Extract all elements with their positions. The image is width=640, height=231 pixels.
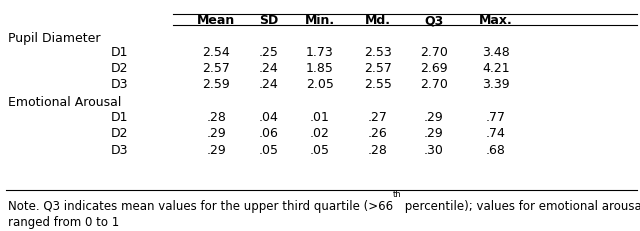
Text: .29: .29 (424, 127, 444, 140)
Text: .26: .26 (368, 127, 387, 140)
Text: .01: .01 (310, 111, 330, 124)
Text: D2: D2 (111, 62, 128, 75)
Text: .74: .74 (486, 127, 506, 140)
Text: 2.55: 2.55 (364, 78, 392, 91)
Text: Mean: Mean (197, 14, 236, 27)
Text: 2.54: 2.54 (202, 46, 230, 58)
Text: 2.70: 2.70 (420, 78, 448, 91)
Text: .29: .29 (207, 143, 226, 156)
Text: 2.05: 2.05 (306, 78, 334, 91)
Text: .77: .77 (486, 111, 506, 124)
Text: 2.69: 2.69 (420, 62, 448, 75)
Text: 2.57: 2.57 (202, 62, 230, 75)
Text: .25: .25 (259, 46, 279, 58)
Text: 4.21: 4.21 (482, 62, 510, 75)
Text: .30: .30 (424, 143, 444, 156)
Text: 1.73: 1.73 (306, 46, 334, 58)
Text: .04: .04 (259, 111, 279, 124)
Text: 2.57: 2.57 (364, 62, 392, 75)
Text: .05: .05 (310, 143, 330, 156)
Text: D3: D3 (111, 78, 128, 91)
Text: 3.39: 3.39 (482, 78, 510, 91)
Text: 1.85: 1.85 (306, 62, 334, 75)
Text: th: th (393, 189, 401, 198)
Text: .28: .28 (367, 143, 388, 156)
Text: Note. Q3 indicates mean values for the upper third quartile (>66: Note. Q3 indicates mean values for the u… (8, 199, 393, 212)
Text: Pupil Diameter: Pupil Diameter (8, 32, 100, 45)
Text: Min.: Min. (305, 14, 335, 27)
Text: .29: .29 (424, 111, 444, 124)
Text: Max.: Max. (479, 14, 513, 27)
Text: .27: .27 (367, 111, 388, 124)
Text: D1: D1 (111, 46, 128, 58)
Text: .68: .68 (486, 143, 506, 156)
Text: percentile); values for emotional arousal: percentile); values for emotional arousa… (401, 199, 640, 212)
Text: .24: .24 (259, 78, 278, 91)
Text: D3: D3 (111, 143, 128, 156)
Text: .05: .05 (259, 143, 279, 156)
Text: Emotional Arousal: Emotional Arousal (8, 95, 121, 108)
Text: 2.70: 2.70 (420, 46, 448, 58)
Text: Q3: Q3 (424, 14, 444, 27)
Text: SD: SD (259, 14, 278, 27)
Text: 2.53: 2.53 (364, 46, 392, 58)
Text: Md.: Md. (365, 14, 390, 27)
Text: D1: D1 (111, 111, 128, 124)
Text: .02: .02 (310, 127, 330, 140)
Text: .28: .28 (206, 111, 227, 124)
Text: ranged from 0 to 1: ranged from 0 to 1 (8, 215, 119, 228)
Text: .29: .29 (207, 127, 226, 140)
Text: 3.48: 3.48 (482, 46, 510, 58)
Text: D2: D2 (111, 127, 128, 140)
Text: 2.59: 2.59 (202, 78, 230, 91)
Text: .06: .06 (259, 127, 279, 140)
Text: .24: .24 (259, 62, 278, 75)
